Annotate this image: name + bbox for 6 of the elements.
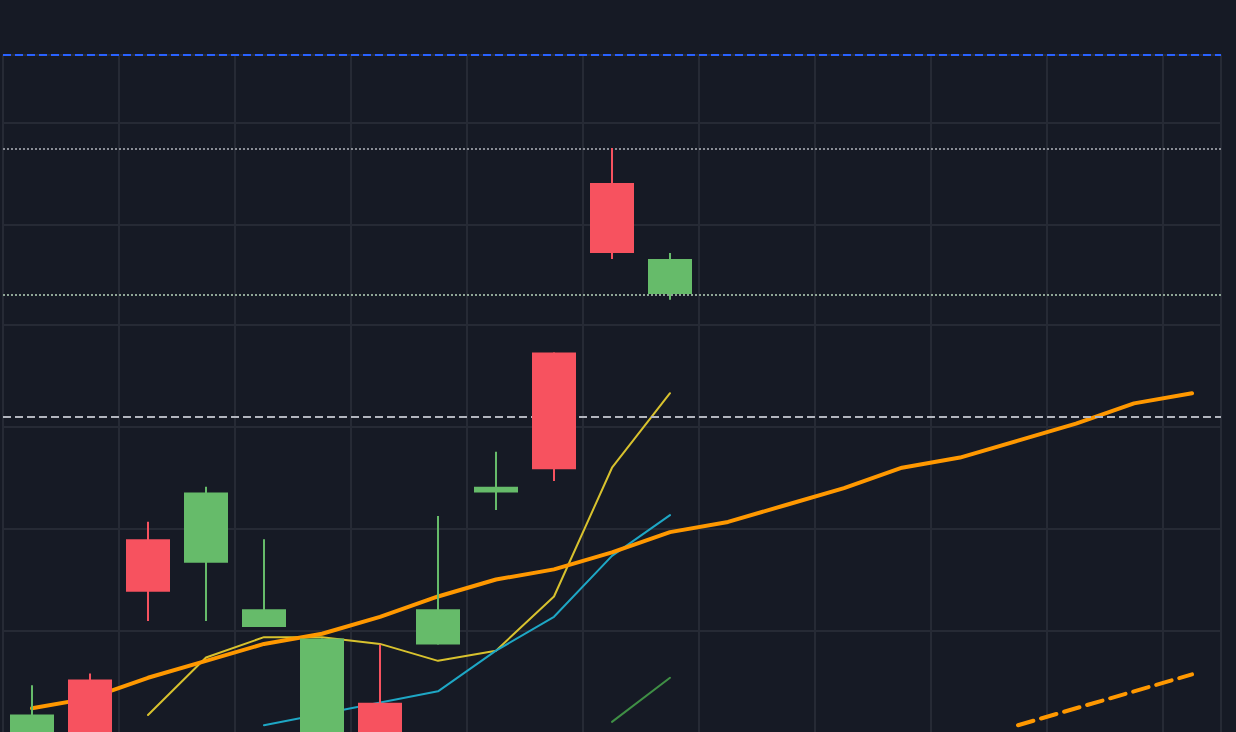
- candlestick: [358, 643, 402, 732]
- candlestick: [474, 450, 518, 512]
- candlestick: [416, 514, 460, 646]
- candlestick: [648, 252, 692, 301]
- candlestick: [10, 684, 54, 732]
- candlestick: [242, 538, 286, 628]
